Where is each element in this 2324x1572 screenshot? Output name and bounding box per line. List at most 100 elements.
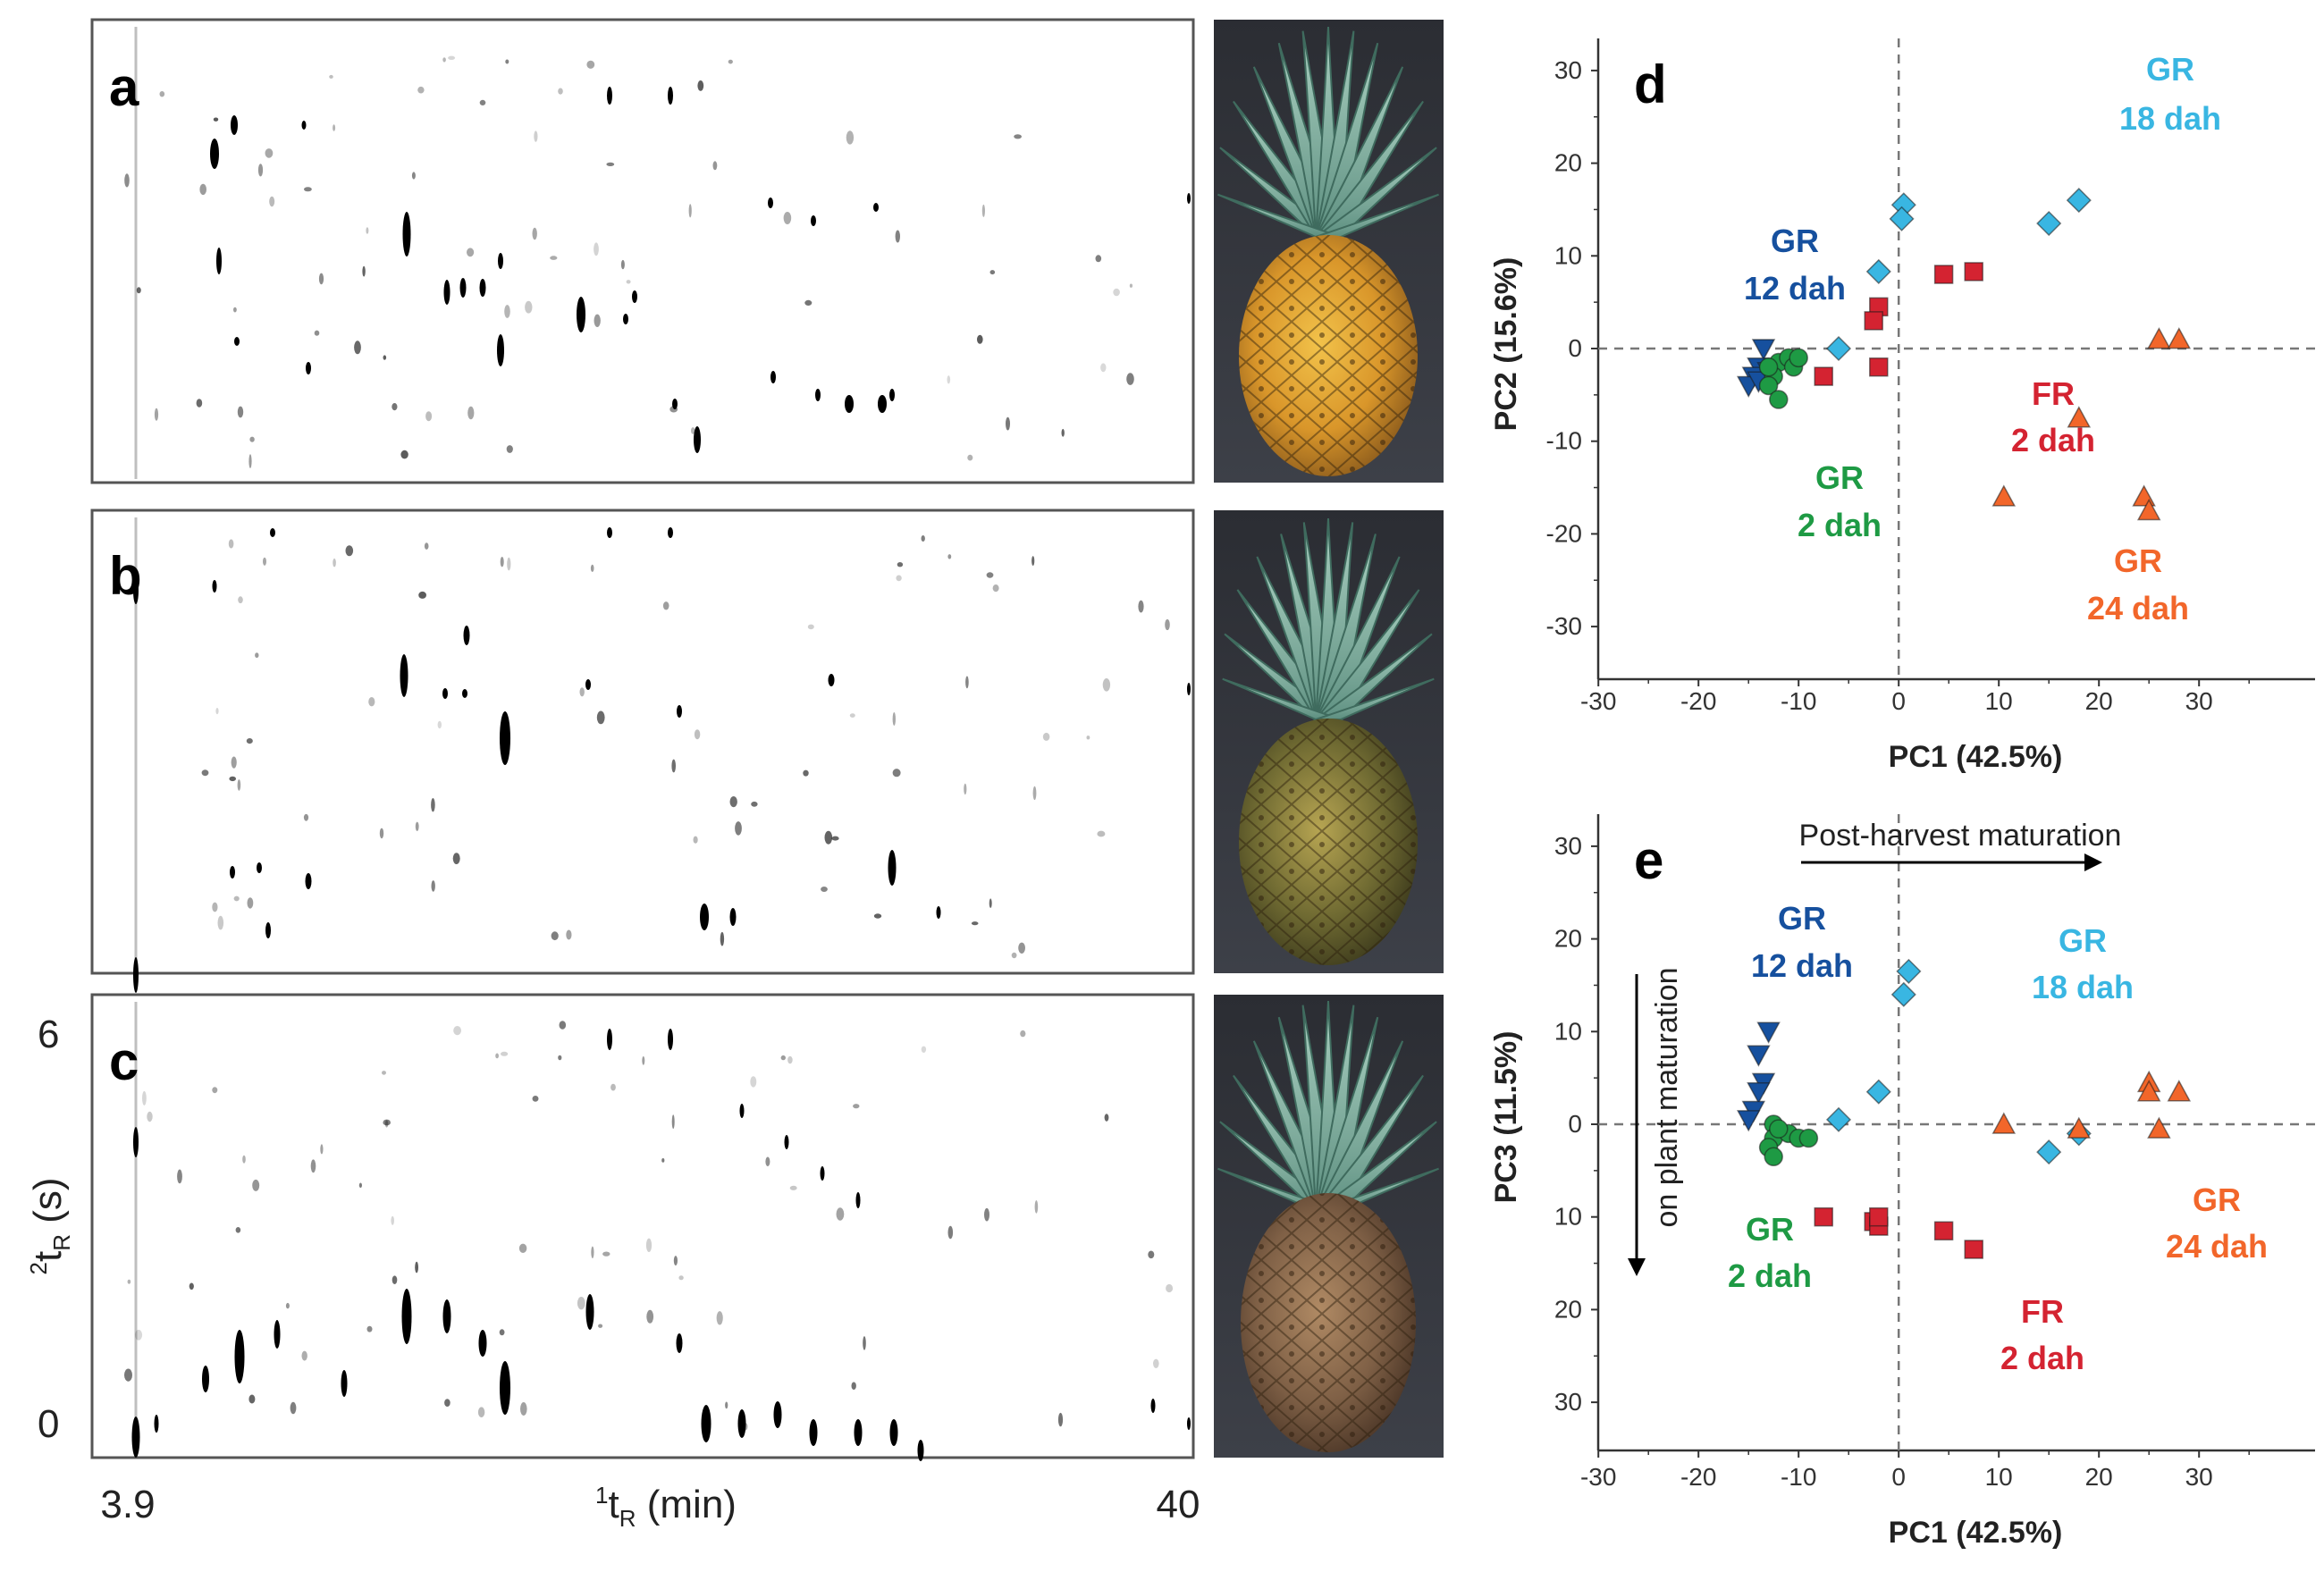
chromatogram-spot: [247, 897, 254, 909]
data-point: [2067, 1116, 2092, 1139]
chromatogram-spot: [737, 1409, 746, 1438]
pineapple-leaf: [1312, 147, 1437, 238]
arrow-head-down: [1628, 1258, 1646, 1276]
chromatogram-spot: [269, 196, 275, 207]
chromatogram-spot: [366, 1325, 373, 1332]
panel-label-c: c: [109, 1031, 139, 1091]
chromatogram-spot: [596, 710, 605, 725]
chromatogram-spot: [770, 371, 776, 383]
chromatogram-spot: [566, 929, 572, 940]
chromatogram-spot: [1150, 1399, 1156, 1413]
chromatogram-spot: [646, 1309, 654, 1324]
series-gr-24-dah: [1991, 1070, 2192, 1139]
pineapple-leaf: [1315, 677, 1435, 720]
data-point: [1756, 1021, 1781, 1044]
chromatogram-spot: [263, 557, 266, 566]
chromatogram-spot: [697, 80, 704, 91]
series-gr-2-dah: [1758, 1114, 1819, 1167]
chromatogram-spot: [678, 1275, 684, 1281]
chromatogram-spot: [965, 676, 969, 689]
chromatogram-spot: [127, 1279, 131, 1284]
chromatogram-spot: [787, 1055, 793, 1064]
chromatogram-spot: [577, 1297, 585, 1310]
chromatogram-spot: [610, 1083, 616, 1091]
chromatogram-spot: [1097, 830, 1106, 837]
chromatogram-spot: [768, 198, 773, 208]
chromatogram-spot: [828, 674, 835, 686]
chromatogram-spot: [368, 697, 375, 707]
data-point: [1933, 265, 1954, 284]
data-point: [2167, 327, 2192, 349]
chromatogram-spot: [242, 1155, 246, 1164]
data-point: [1736, 1110, 1761, 1132]
chromatogram-spot: [1100, 363, 1107, 373]
chromatogram-spot: [672, 399, 678, 409]
chromatogram-spot: [201, 769, 209, 777]
chromatogram-spot: [459, 278, 467, 298]
chromatogram-spot: [1032, 786, 1037, 801]
data-point: [1758, 357, 1779, 377]
chromatogram-spot: [417, 86, 425, 94]
chromatogram-spot: [133, 1127, 139, 1157]
group-label: GR: [1815, 459, 1864, 496]
chromatogram-spot: [811, 215, 816, 226]
chromatogram-spot: [442, 688, 448, 699]
chromatogram-spot: [310, 1159, 316, 1173]
chromatogram-spot: [133, 957, 139, 993]
chromatogram-spot: [851, 1382, 856, 1390]
chromatogram-spot: [462, 689, 467, 698]
chromatogram-spot: [202, 1366, 209, 1392]
chromatogram-spot: [265, 922, 271, 938]
chromatogram-spot: [304, 187, 312, 192]
yellow-pineapple-photo: [1214, 20, 1444, 483]
chromatogram-spot: [189, 1282, 194, 1290]
chromatogram-panel-b: b: [90, 509, 1195, 993]
chromatogram-spot: [212, 902, 218, 912]
chromatogram-spot: [590, 564, 594, 573]
chromatogram-spot: [506, 445, 513, 453]
data-point: [1865, 1079, 1891, 1105]
chromatogram-spot: [694, 729, 701, 740]
y-tick-label: 0: [1568, 1110, 1582, 1138]
chromatogram-spot: [895, 230, 900, 243]
chromatogram-spot: [700, 904, 709, 930]
group-label: 2 dah: [1728, 1257, 1812, 1294]
chromatogram-spot: [550, 256, 558, 260]
chromatogram-spot: [504, 305, 510, 318]
x-tick-label: 0: [1891, 687, 1906, 715]
chromatogram-spot: [645, 1238, 653, 1253]
data-point: [1991, 1112, 2017, 1134]
chromatogram-spot: [889, 1419, 898, 1446]
chromatogram-spot: [383, 355, 387, 360]
chromatogram-spot: [415, 1261, 418, 1274]
chromatogram-spot: [249, 436, 255, 442]
chromatogram-spot: [967, 454, 973, 461]
chromatogram-spot: [228, 539, 234, 549]
chromatogram-spot: [977, 334, 983, 344]
chromatogram-spot: [265, 148, 274, 158]
chromatogram-spot: [443, 280, 450, 305]
chromatogram-spot: [947, 375, 951, 384]
y-axis-label: PC2 (15.6%): [1489, 257, 1523, 432]
chromatogram-x-left: 3.9: [100, 1483, 155, 1526]
chromatogram-spot: [235, 1227, 241, 1233]
chromatogram-spot: [444, 1399, 450, 1407]
series-fr-2-dah: [1814, 262, 1983, 386]
chromatogram-spot: [1095, 255, 1102, 263]
chromatogram-spot: [400, 450, 408, 459]
chromatogram-spot: [500, 711, 510, 765]
data-point: [1991, 484, 2017, 507]
chromatogram-spot: [831, 836, 839, 841]
chromatogram-spot: [701, 1405, 712, 1442]
chromatogram-spot: [448, 55, 456, 60]
group-label: 24 dah: [2166, 1228, 2268, 1265]
group-label: GR: [2114, 542, 2162, 579]
chromatogram-spot: [729, 908, 737, 926]
chromatogram-spot: [213, 117, 219, 122]
chromatogram-spot: [594, 314, 601, 327]
chromatogram-spot: [897, 562, 904, 567]
series-gr-18-dah: [1825, 188, 2092, 362]
chromatogram-spot: [467, 406, 475, 420]
chromatogram-spot: [1187, 1417, 1191, 1430]
